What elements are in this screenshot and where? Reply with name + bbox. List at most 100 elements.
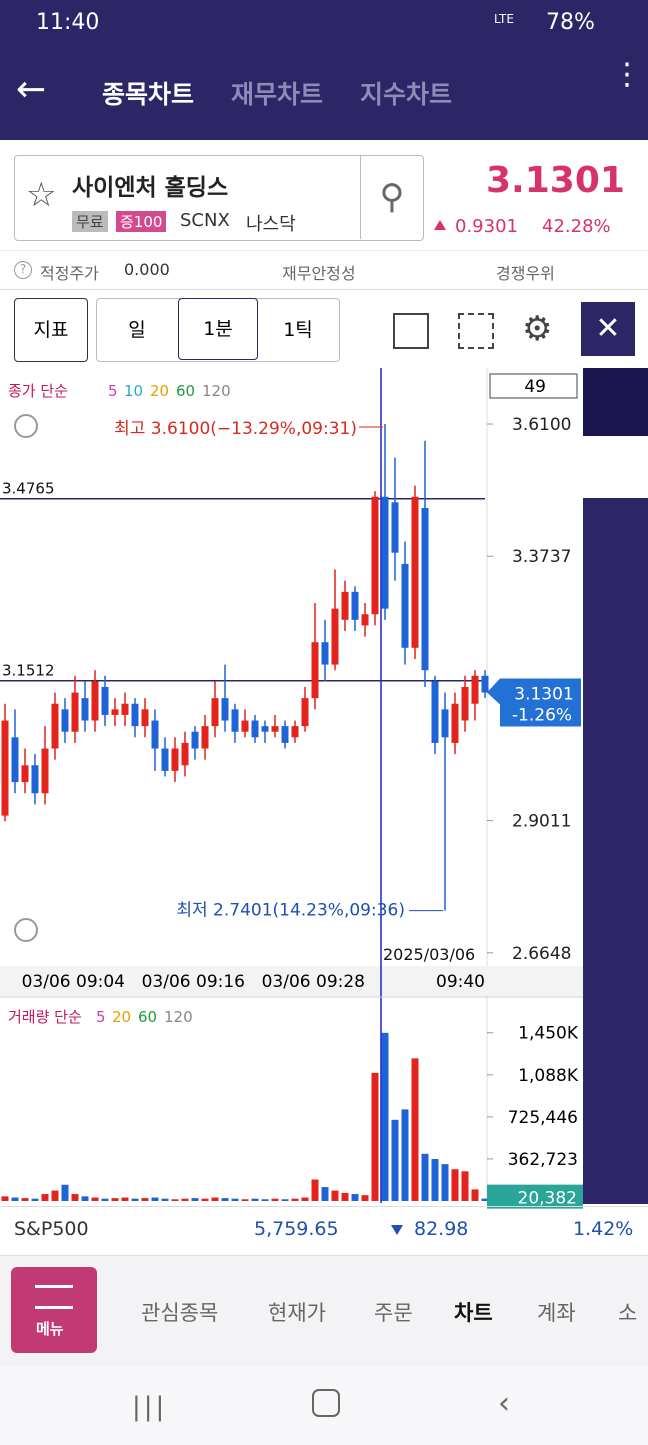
nav-item[interactable]: 차트 bbox=[454, 1301, 493, 1325]
index-name: S&P500 bbox=[14, 1218, 89, 1240]
candle-body bbox=[321, 642, 329, 665]
tab[interactable]: 지수차트 bbox=[360, 80, 453, 109]
candle-body bbox=[171, 748, 179, 771]
volume-bar bbox=[231, 1198, 239, 1201]
volume-bar bbox=[221, 1198, 229, 1201]
volume-bar bbox=[441, 1164, 449, 1201]
candle-body bbox=[181, 742, 189, 766]
home-button[interactable] bbox=[312, 1389, 340, 1417]
volume-bar bbox=[281, 1199, 289, 1201]
index-bar bbox=[0, 1206, 648, 1256]
down-triangle bbox=[391, 1225, 403, 1235]
recents-button[interactable]: ||| bbox=[132, 1392, 168, 1422]
volume-bar bbox=[41, 1194, 49, 1201]
index-pct: 1.42% bbox=[573, 1218, 634, 1240]
tab[interactable]: 종목차트 bbox=[102, 80, 195, 109]
candle-body bbox=[301, 698, 309, 727]
candle-body bbox=[231, 709, 239, 732]
volume-bar bbox=[211, 1197, 219, 1201]
fair-price-label: 적정주가 bbox=[40, 264, 99, 283]
low-annotation: 최저 2.7401(14.23%,09:36) bbox=[176, 901, 405, 921]
candle-body bbox=[441, 709, 449, 738]
stability[interactable]: 재무안정성 bbox=[282, 264, 356, 283]
legend-label: 종가 단순 bbox=[8, 382, 68, 400]
settings-button[interactable]: ⚙ bbox=[522, 309, 553, 349]
market: 나스닥 bbox=[246, 214, 296, 235]
menu-label: 메뉴 bbox=[36, 1320, 64, 1338]
candle-body bbox=[351, 591, 359, 620]
volume-bar bbox=[411, 1058, 419, 1201]
volume-bar bbox=[401, 1109, 409, 1201]
tag: 무료 bbox=[72, 211, 108, 232]
candle-body bbox=[211, 698, 219, 727]
legend-item: 60 bbox=[176, 382, 195, 400]
volume-bar bbox=[331, 1190, 339, 1201]
volume-current-tag bbox=[487, 1184, 583, 1209]
menu-icon bbox=[35, 1285, 73, 1309]
volume-bar bbox=[351, 1194, 359, 1201]
price: 3.1301 bbox=[486, 160, 625, 201]
v-tick-label: 362,723 bbox=[508, 1150, 578, 1170]
help-icon[interactable]: ? bbox=[14, 261, 32, 279]
tab[interactable]: 재무차트 bbox=[231, 80, 324, 109]
menu-button[interactable] bbox=[11, 1267, 97, 1353]
high-annotation: 최고 3.6100(−13.29%,09:31) bbox=[114, 419, 357, 439]
favorite-star[interactable]: ☆ bbox=[26, 175, 57, 215]
date-label: 2025/03/06 bbox=[383, 945, 475, 964]
bottom-nav bbox=[0, 1256, 648, 1366]
search-button[interactable]: ⚲ bbox=[360, 156, 423, 239]
legend-item: 10 bbox=[124, 382, 143, 400]
period-button[interactable]: 일 bbox=[128, 319, 146, 341]
tools-button[interactable]: ✕ bbox=[581, 302, 635, 356]
competitive[interactable]: 경쟁우위 bbox=[496, 264, 555, 283]
ticker: SCNX bbox=[180, 210, 230, 231]
status-network: LTE bbox=[494, 12, 514, 26]
layout-button[interactable] bbox=[393, 313, 429, 349]
nav-item[interactable]: 소 bbox=[618, 1301, 638, 1325]
legend-item: 5 bbox=[108, 382, 118, 400]
side-toolbar bbox=[583, 368, 648, 1204]
side-tool-selected[interactable] bbox=[583, 436, 648, 498]
back-nav-button[interactable]: ‹ bbox=[498, 1386, 510, 1421]
visible-count: 49 bbox=[524, 377, 546, 397]
candle-body bbox=[341, 591, 349, 620]
zoom-in[interactable] bbox=[14, 414, 38, 438]
back-button[interactable]: ← bbox=[16, 69, 47, 110]
stock-box[interactable] bbox=[14, 155, 424, 241]
nav-item[interactable]: 관심종목 bbox=[141, 1301, 219, 1325]
more-button[interactable]: ⋮ bbox=[612, 57, 642, 92]
count-box bbox=[489, 373, 578, 399]
x-tick-label: 03/06 09:28 bbox=[262, 972, 365, 992]
change: 0.9301 bbox=[455, 216, 518, 237]
indicator-button[interactable]: 지표 bbox=[14, 298, 88, 362]
candle-body bbox=[121, 703, 129, 715]
volume-legend-label: 거래량 단순 bbox=[8, 1008, 82, 1026]
y-tick-label: 3.6100 bbox=[512, 415, 571, 435]
volume-bar bbox=[31, 1198, 39, 1201]
volume-bar bbox=[321, 1187, 329, 1201]
nav-item[interactable]: 현재가 bbox=[268, 1301, 326, 1325]
volume-bar bbox=[81, 1196, 89, 1201]
period-button[interactable]: 1분 bbox=[178, 298, 258, 360]
volume-bar bbox=[431, 1159, 439, 1201]
candle-body bbox=[451, 703, 459, 743]
volume-bar bbox=[361, 1195, 369, 1201]
zoom-out[interactable] bbox=[14, 918, 38, 942]
volume-bar bbox=[461, 1171, 469, 1201]
period-button[interactable]: 1틱 bbox=[283, 319, 313, 341]
index-change: 82.98 bbox=[414, 1218, 469, 1240]
volume-bar bbox=[171, 1199, 179, 1201]
candle-body bbox=[11, 737, 19, 783]
nav-item[interactable]: 주문 bbox=[374, 1301, 413, 1325]
legend-item: 20 bbox=[150, 382, 169, 400]
candle-body bbox=[81, 698, 89, 721]
status-time: 11:40 bbox=[36, 10, 100, 35]
candle-body bbox=[401, 563, 409, 648]
expand-button[interactable] bbox=[458, 313, 494, 349]
side-tool-active[interactable] bbox=[583, 368, 648, 436]
app-bar bbox=[0, 0, 648, 140]
candle-body bbox=[421, 507, 429, 671]
nav-item[interactable]: 계좌 bbox=[537, 1301, 576, 1325]
volume-legend-item: 60 bbox=[138, 1008, 157, 1026]
volume-bar bbox=[181, 1198, 189, 1201]
